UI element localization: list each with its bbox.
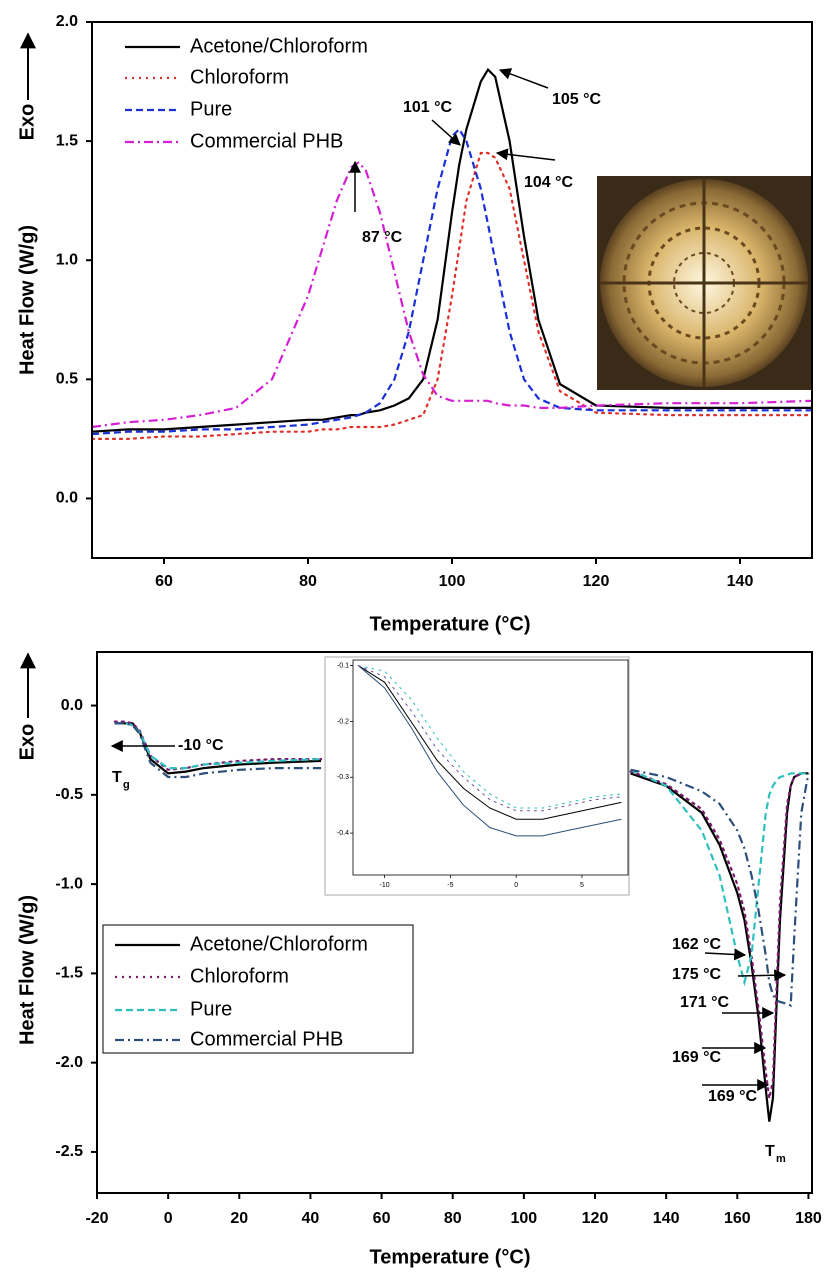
annotation: 101 °C <box>403 99 453 116</box>
y-tick-label: 1.0 <box>56 251 78 268</box>
plot-frame <box>96 651 813 1194</box>
series-line <box>91 127 812 436</box>
legend-label: Commercial PHB <box>190 130 343 152</box>
annotation-arrow <box>498 68 549 89</box>
y-axis-label: Heat Flow (W/g) <box>16 895 38 1045</box>
y-tick-label: -2.0 <box>55 1054 83 1071</box>
y-tick-label: 0.0 <box>61 697 83 714</box>
x-tick-label: -20 <box>85 1210 108 1227</box>
annotation: 104 °C <box>524 174 574 191</box>
phase-label: T <box>765 1143 775 1160</box>
legend-label: Pure <box>190 98 232 120</box>
legend-label: Pure <box>190 998 232 1020</box>
y-tick-label: -0.3 <box>337 774 349 781</box>
legend-label: Chloroform <box>190 66 289 88</box>
series-line <box>113 720 810 1099</box>
phase-subscript: m <box>776 1153 786 1165</box>
series-line <box>91 161 813 429</box>
y-tick-label: 0.5 <box>56 371 78 388</box>
legend-frame <box>102 924 414 1054</box>
phase-label: T <box>112 769 122 786</box>
phase-subscript: g <box>123 779 130 791</box>
annotation-arrow <box>704 948 747 961</box>
annotation-arrow <box>431 119 461 146</box>
exo-label: Exo <box>16 724 38 761</box>
series-line <box>357 665 622 837</box>
y-tick-label: -2.5 <box>55 1143 83 1160</box>
series-line <box>114 722 810 1008</box>
y-tick-label: -1.5 <box>55 965 83 982</box>
plot-frame <box>91 21 813 559</box>
x-tick-label: 80 <box>444 1210 462 1227</box>
legend-label: Chloroform <box>190 965 289 987</box>
annotation: 87 °C <box>362 229 403 246</box>
legend-label: Commercial PHB <box>190 1028 343 1050</box>
x-tick-label: 100 <box>439 573 466 590</box>
annotation: 169 °C <box>672 1049 722 1066</box>
x-tick-label: 5 <box>580 882 584 889</box>
y-tick-label: 2.0 <box>56 13 78 30</box>
x-axis-label: Temperature (°C) <box>370 1246 531 1268</box>
inset-panel <box>324 656 630 896</box>
series-line <box>357 665 622 809</box>
annotation: 162 °C <box>672 936 722 953</box>
y-axis-label: Heat Flow (W/g) <box>16 225 38 375</box>
x-tick-label: 140 <box>727 573 754 590</box>
y-tick-label: -0.5 <box>55 786 83 803</box>
annotation: 171 °C <box>680 994 730 1011</box>
y-tick-label: 0.0 <box>56 490 78 507</box>
annotation: -10 °C <box>178 737 224 754</box>
x-tick-label: 180 <box>795 1210 822 1227</box>
x-tick-label: 20 <box>230 1210 248 1227</box>
series-line <box>357 665 622 812</box>
annotation: 105 °C <box>552 91 602 108</box>
legend-label: Acetone/Chloroform <box>190 933 368 955</box>
x-tick-label: 100 <box>511 1210 538 1227</box>
x-tick-label: -5 <box>447 882 453 889</box>
y-tick-label: -0.1 <box>337 662 349 669</box>
annotation: 175 °C <box>672 966 722 983</box>
micrograph <box>597 176 812 390</box>
x-tick-label: 60 <box>373 1210 391 1227</box>
x-tick-label: 160 <box>724 1210 751 1227</box>
x-tick-label: 140 <box>653 1210 680 1227</box>
y-tick-label: 1.5 <box>56 132 78 149</box>
x-tick-label: 40 <box>302 1210 320 1227</box>
annotation: 169 °C <box>708 1088 758 1105</box>
x-tick-label: 120 <box>583 573 610 590</box>
series-line <box>358 665 622 820</box>
annotation-arrow <box>495 148 556 161</box>
series-line <box>90 151 814 440</box>
series-line <box>91 67 812 433</box>
annotation-arrow <box>737 969 787 982</box>
series-line <box>114 722 809 987</box>
x-tick-label: 80 <box>299 573 317 590</box>
x-tick-label: 60 <box>155 573 173 590</box>
exo-label: Exo <box>16 104 38 141</box>
legend-label: Acetone/Chloroform <box>190 35 368 57</box>
x-tick-label: 0 <box>164 1210 173 1227</box>
y-tick-label: -0.4 <box>337 830 349 837</box>
x-tick-label: -10 <box>380 882 390 889</box>
y-tick-label: -1.0 <box>55 875 83 892</box>
x-tick-label: 120 <box>582 1210 609 1227</box>
x-tick-label: 0 <box>514 882 518 889</box>
plot-frame <box>352 659 629 876</box>
x-axis-label: Temperature (°C) <box>370 613 531 635</box>
y-tick-label: -0.2 <box>337 718 349 725</box>
